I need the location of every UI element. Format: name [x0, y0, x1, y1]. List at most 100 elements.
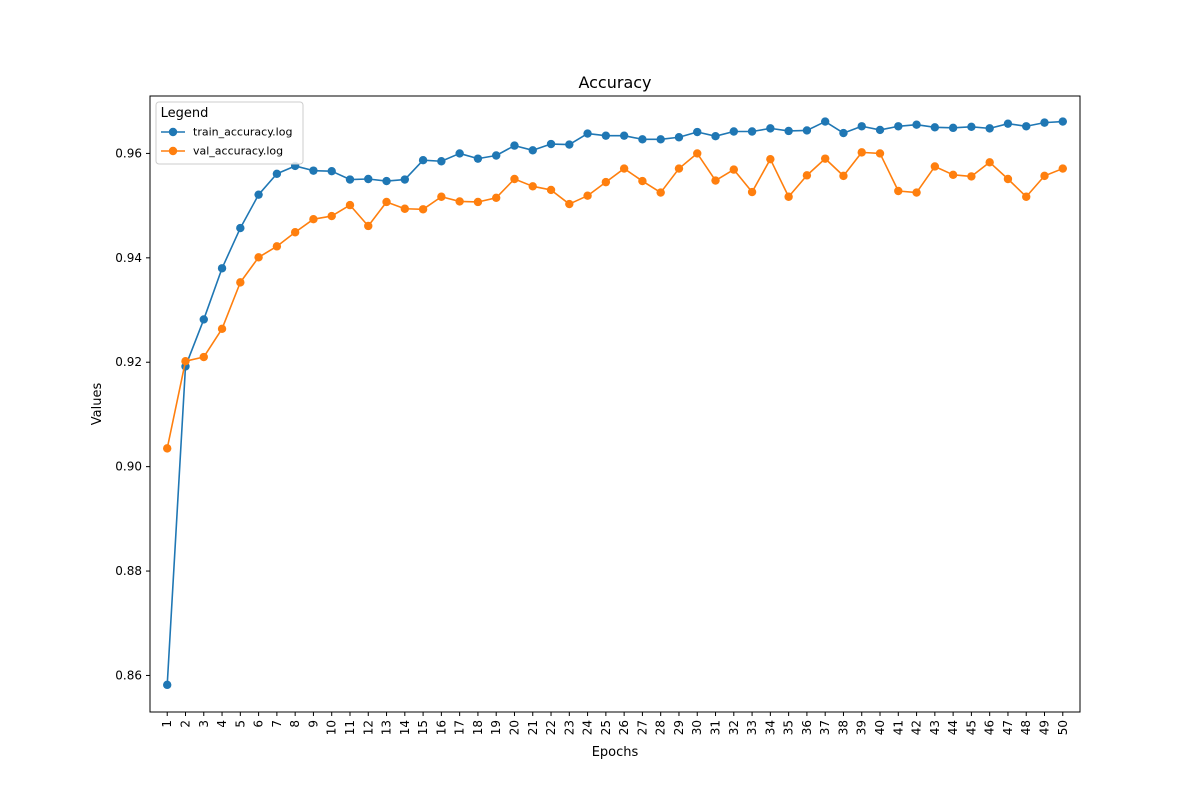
data-point: [601, 131, 611, 140]
data-point: [656, 135, 665, 144]
data-point: [930, 162, 940, 171]
data-point: [199, 352, 208, 362]
data-point: [492, 193, 501, 202]
x-tick-label: 20: [507, 720, 521, 735]
data-point: [674, 133, 684, 142]
data-point: [345, 200, 355, 210]
legend-entry-label: train_accuracy.log: [193, 126, 292, 139]
series-line-val-accuracy-log: [166, 151, 1064, 449]
data-point: [638, 176, 647, 186]
data-point: [693, 149, 702, 158]
x-tick-label: 5: [233, 720, 247, 728]
x-tick-label: 31: [709, 720, 723, 735]
y-axis-label: Values: [90, 383, 105, 426]
x-tick-label: 48: [1019, 720, 1033, 735]
data-point: [163, 680, 172, 690]
data-point: [492, 151, 501, 160]
x-tick-label: 15: [416, 720, 430, 735]
data-point: [217, 324, 227, 334]
data-point: [455, 149, 464, 158]
data-point: [711, 176, 720, 185]
x-tick-label: 47: [1001, 720, 1015, 735]
data-point: [1003, 174, 1013, 184]
y-tick-label: 0.86: [115, 668, 142, 682]
x-tick-label: 49: [1038, 720, 1052, 735]
plot-frame: [149, 95, 1081, 713]
data-point: [820, 117, 830, 126]
axes: 1 2 3 4 5 6 7 8 9 10 11 12 13 14 15 16 17 18 19 20 21 22 23 24 2…: [115, 146, 1070, 735]
data-point: [418, 156, 428, 165]
data-point: [948, 123, 958, 133]
x-tick-label: 46: [983, 720, 997, 735]
data-point: [1058, 164, 1067, 173]
data-point: [510, 141, 519, 150]
legend-box: [155, 101, 304, 165]
legend: Legend train_accuracy.log val_accuracy.log: [155, 101, 304, 165]
series-val-accuracy-log: [163, 148, 1067, 453]
x-tick-label: 23: [562, 720, 576, 735]
data-point: [583, 191, 592, 200]
data-point: [912, 188, 921, 197]
data-point: [766, 124, 775, 133]
data-point: [930, 123, 940, 132]
x-tick-label: 33: [745, 720, 759, 735]
data-point: [656, 188, 665, 197]
data-point: [309, 215, 318, 224]
x-tick-label: 2: [178, 720, 192, 728]
x-tick-label: 38: [836, 720, 850, 735]
data-point: [729, 127, 738, 136]
data-point: [1040, 171, 1049, 181]
x-tick-label: 4: [215, 720, 229, 728]
data-point: [583, 129, 592, 138]
x-tick-label: 34: [763, 720, 777, 735]
data-point: [510, 174, 519, 184]
x-tick-label: 41: [891, 720, 905, 735]
x-tick-label: 14: [398, 720, 412, 735]
data-point: [875, 149, 885, 158]
y-tick-label: 0.96: [115, 146, 142, 160]
data-point: [674, 164, 684, 173]
data-point: [857, 122, 866, 131]
series-layer: [163, 117, 1067, 690]
x-tick-label: 13: [380, 720, 394, 735]
x-tick-label: 19: [489, 720, 503, 735]
data-point: [345, 175, 355, 184]
data-point: [473, 154, 483, 163]
data-point: [967, 172, 976, 181]
data-point: [272, 242, 282, 251]
legend-marker: [168, 146, 178, 156]
x-tick-label: 24: [581, 720, 595, 735]
data-point: [985, 124, 994, 133]
data-point: [546, 185, 556, 195]
x-tick-label: 28: [654, 720, 668, 735]
data-point: [565, 199, 574, 209]
data-point: [1022, 192, 1031, 201]
data-point: [382, 197, 391, 207]
data-point: [437, 192, 446, 201]
data-point: [236, 223, 245, 233]
data-point: [418, 205, 428, 214]
data-point: [1058, 117, 1067, 126]
x-tick-label: 32: [727, 720, 741, 735]
series-line-train-accuracy-log: [166, 120, 1063, 685]
data-point: [473, 197, 483, 207]
x-tick-label: 18: [471, 720, 485, 735]
data-point: [619, 164, 629, 173]
data-point: [309, 166, 318, 175]
x-tick-label: 10: [325, 720, 339, 735]
x-tick-label: 35: [782, 720, 796, 735]
data-point: [693, 127, 702, 137]
data-point: [857, 148, 866, 157]
x-tick-label: 25: [599, 720, 613, 735]
data-point: [747, 187, 757, 197]
data-point: [455, 197, 464, 206]
x-tick-label: 11: [343, 720, 357, 735]
data-point: [382, 176, 391, 186]
data-point: [820, 154, 830, 163]
x-tick-label: 39: [855, 720, 869, 735]
data-point: [1003, 119, 1013, 128]
data-point: [236, 278, 245, 287]
y-tick-label: 0.92: [115, 355, 142, 369]
